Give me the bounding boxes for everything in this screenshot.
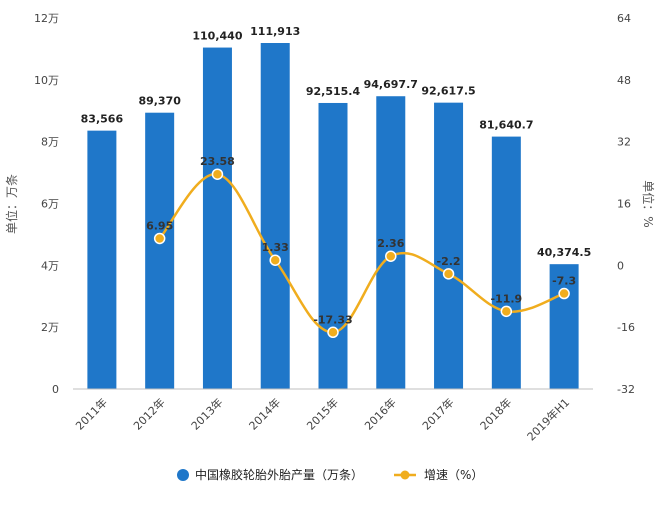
line-point	[153, 232, 166, 245]
bar-data-label: 111,913	[250, 25, 300, 38]
line-data-label: 6.95	[146, 219, 173, 232]
right-tick-label: -32	[617, 383, 635, 396]
bar	[87, 130, 117, 389]
line-point	[558, 287, 570, 300]
x-tick-label: 2013年	[188, 395, 225, 432]
line-data-label: 1.33	[262, 241, 289, 254]
right-tick-label: 0	[617, 259, 624, 272]
line-data-label: 23.58	[200, 155, 235, 168]
x-tick-label: 2017年	[419, 395, 456, 432]
line-data-label: -7.3	[552, 275, 576, 288]
line-point	[269, 254, 281, 266]
x-tick-label: 2014年	[246, 395, 283, 432]
bar	[260, 43, 290, 389]
x-tick-label: 2019年H1	[524, 395, 572, 443]
bar-data-label: 92,515.4	[306, 85, 361, 98]
x-tick-label: 2012年	[130, 395, 167, 432]
line-point	[327, 326, 339, 339]
bar	[376, 96, 406, 389]
bar-data-label: 89,370	[138, 95, 181, 108]
bar	[491, 136, 521, 389]
bar	[202, 47, 232, 389]
bar-data-label: 110,440	[192, 30, 242, 43]
bar	[434, 102, 464, 389]
bar-data-label: 92,617.5	[421, 85, 475, 98]
x-tick-label: 2016年	[361, 395, 398, 432]
line-data-label: -2.2	[437, 255, 461, 268]
left-tick-label: 0	[52, 383, 59, 396]
bar	[318, 102, 348, 390]
line-point	[442, 268, 455, 280]
line-data-label: -11.9	[490, 292, 522, 305]
left-y-axis: 0 2万 4万 6万 8万 10万 12万	[34, 12, 59, 396]
bar	[549, 264, 579, 389]
left-tick-label: 8万	[41, 136, 59, 149]
x-axis-ticks: 2011年 2012年 2013年 2014年 2015年 2016年 2017年 2018年…	[73, 388, 593, 443]
right-axis-title: 单位：%	[641, 180, 656, 227]
growth-data-labels: 6.95 23.58 1.33 -17.33 2.36 -2.2 -11.9 -7.3	[146, 155, 576, 326]
right-tick-label: 32	[617, 136, 631, 149]
bar-data-labels: 83,566 89,370 110,440 111,913 92,515.494,697…	[81, 25, 592, 259]
x-tick-label: 2018年	[477, 395, 514, 432]
x-tick-label: 2015年	[304, 395, 341, 432]
right-tick-label: 48	[617, 74, 631, 87]
bar-data-label: 94,697.7	[364, 78, 418, 91]
x-tick-label: 2011年	[73, 395, 110, 432]
line-point	[500, 305, 513, 318]
bar-data-label: 40,374.5	[537, 246, 591, 259]
right-tick-label: 64	[617, 12, 631, 25]
right-tick-label: 16	[617, 198, 631, 211]
left-tick-label: 6万	[41, 198, 59, 211]
bar-series	[87, 43, 579, 390]
left-axis-title: 单位：万条	[4, 174, 19, 234]
legend: 中国橡胶轮胎外胎产量（万条） 增速（%）	[177, 467, 483, 482]
right-y-axis: -32 -16 0 16 32 48 64	[617, 12, 635, 396]
growth-line	[158, 172, 565, 334]
left-tick-label: 4万	[41, 259, 59, 272]
legend-line-label: 增速（%）	[424, 468, 483, 482]
line-point	[211, 168, 224, 180]
left-tick-label: 10万	[34, 74, 59, 87]
legend-bar-label: 中国橡胶轮胎外胎产量（万条）	[195, 467, 363, 482]
growth-points	[153, 168, 570, 339]
legend-line-dot	[400, 470, 410, 480]
line-point	[385, 250, 397, 262]
right-tick-label: -16	[617, 321, 635, 334]
line-data-label: 2.36	[377, 237, 404, 250]
left-tick-label: 12万	[34, 12, 59, 25]
bar	[145, 112, 175, 389]
legend-bar-swatch	[177, 469, 189, 481]
left-tick-label: 2万	[41, 321, 59, 334]
bar-data-label: 83,566	[81, 113, 124, 126]
line-data-label: -17.33	[313, 313, 352, 326]
bar-data-label: 81,640.7	[479, 119, 533, 132]
